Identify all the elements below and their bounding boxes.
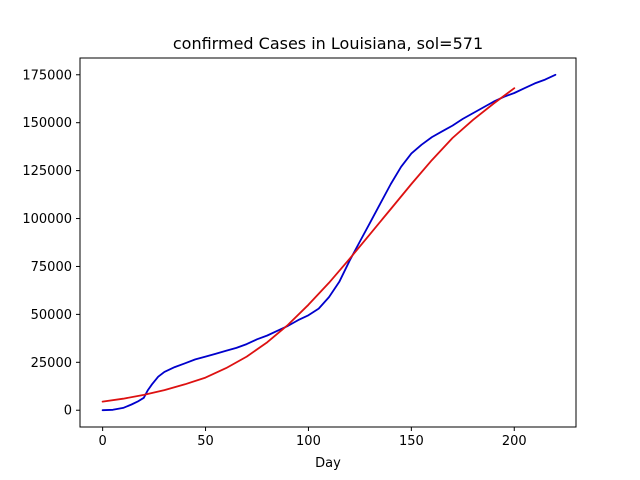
x-tick-label: 200 (502, 434, 527, 449)
y-tick-label: 0 (64, 404, 72, 419)
axes-frame (79, 57, 577, 428)
y-tick-label: 100000 (22, 212, 72, 227)
chart-title: confirmed Cases in Louisiana, sol=571 (173, 34, 483, 53)
y-axis: 0 25000 50000 75000 100000 125000 150000 175000 (22, 68, 80, 419)
x-axis: 0 50 100 150 200 (98, 427, 527, 449)
y-tick-label: 75000 (31, 260, 72, 275)
x-tick-label: 150 (399, 434, 424, 449)
y-tick-label: 175000 (22, 68, 72, 83)
x-axis-label: Day (315, 456, 341, 471)
observed-cases-line (101, 73, 557, 412)
plot-area (79, 57, 577, 428)
x-tick-label: 100 (296, 434, 321, 449)
x-tick-label: 0 (98, 434, 106, 449)
y-tick-label: 25000 (31, 356, 72, 371)
x-tick-label: 50 (197, 434, 214, 449)
y-tick-label: 125000 (22, 164, 72, 179)
y-tick-label: 50000 (31, 308, 72, 323)
y-tick-label: 150000 (22, 116, 72, 131)
model-fit-line (101, 87, 516, 403)
series-layer (101, 73, 557, 412)
